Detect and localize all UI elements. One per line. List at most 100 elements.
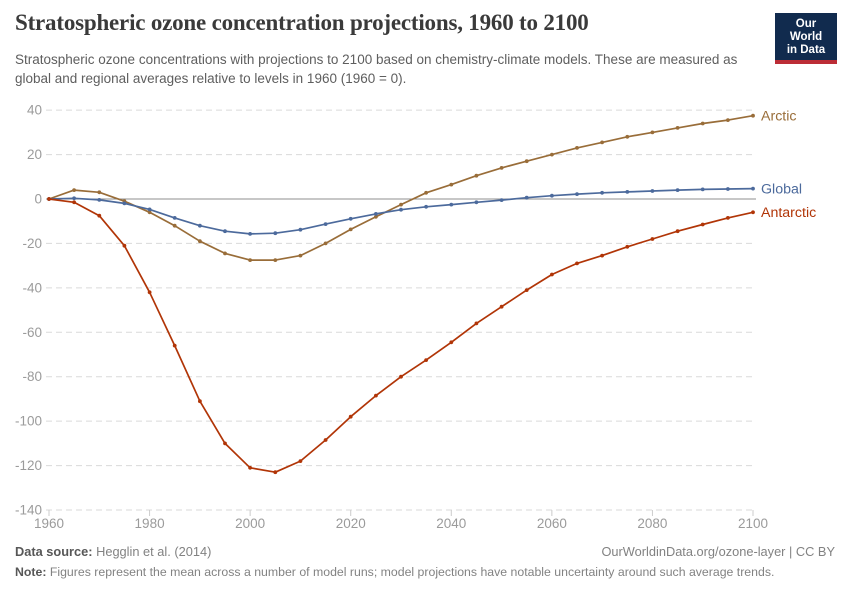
series-point-antarctic (399, 374, 403, 379)
series-point-arctic (650, 130, 655, 135)
series-line-antarctic (48, 198, 754, 474)
footer-note: Note: Figures represent the mean across … (15, 565, 835, 579)
series-point-antarctic (223, 441, 227, 446)
series-point-global (449, 202, 454, 207)
series-point-arctic (223, 251, 227, 256)
series-point-arctic (499, 166, 504, 170)
series-point-antarctic (348, 414, 353, 419)
series-point-arctic (449, 182, 454, 187)
series-point-arctic (726, 118, 730, 122)
owid-logo-line1: Our World (789, 18, 823, 43)
series-point-global (625, 190, 630, 194)
series-point-global (273, 231, 278, 236)
series-point-arctic (298, 253, 303, 258)
series-point-antarctic (751, 210, 755, 215)
series-point-antarctic (499, 304, 504, 309)
series-line-arctic (48, 114, 754, 261)
chart-footer: Data source: Hegglin et al. (2014) OurWo… (15, 544, 835, 579)
series-point-antarctic (600, 253, 604, 258)
y-tick-label: 0 (34, 192, 42, 207)
series-point-global (172, 216, 177, 220)
y-tick-label: -120 (15, 458, 42, 473)
owid-logo: Our World in Data (775, 13, 837, 64)
y-tick-label: -60 (22, 325, 42, 340)
series-point-antarctic (575, 261, 579, 266)
series-point-global (499, 198, 504, 203)
series-point-antarctic (323, 438, 328, 442)
series-label-arctic: Arctic (761, 108, 796, 124)
series-point-arctic (474, 173, 479, 178)
series-point-global (198, 223, 202, 228)
series-point-arctic (172, 223, 177, 228)
x-tick-label: 2060 (537, 516, 567, 531)
series-point-antarctic (97, 213, 102, 218)
series-point-arctic (399, 202, 403, 207)
x-tick-label: 2020 (336, 516, 366, 531)
series-point-arctic (323, 241, 328, 246)
series-point-antarctic (625, 244, 630, 249)
series-point-global (575, 192, 579, 197)
series-point-antarctic (524, 288, 529, 292)
series-point-antarctic (550, 272, 554, 277)
x-tick-label: 2000 (235, 516, 265, 531)
series-point-global (675, 188, 680, 193)
series-point-antarctic (248, 465, 253, 470)
series-point-antarctic (47, 197, 51, 201)
series-point-arctic (751, 113, 755, 118)
y-tick-label: 40 (27, 103, 42, 118)
data-source-value: Hegglin et al. (2014) (92, 544, 212, 559)
series-point-antarctic (172, 343, 177, 348)
series-point-antarctic (424, 358, 428, 362)
series-point-global (348, 216, 353, 221)
series-point-global (726, 187, 730, 191)
series-point-global (424, 204, 428, 209)
series-point-global (650, 189, 655, 193)
series-label-antarctic: Antarctic (761, 205, 816, 221)
x-tick-label: 1980 (135, 516, 165, 531)
series-point-arctic (575, 146, 579, 150)
series-point-global (122, 201, 127, 206)
data-source: Data source: Hegglin et al. (2014) (15, 544, 211, 559)
series-point-global (298, 227, 303, 232)
series-point-antarctic (147, 290, 152, 295)
series-label-global: Global (761, 181, 802, 197)
chart-subtitle: Stratospheric ozone concentrations with … (15, 52, 738, 86)
series-point-antarctic (449, 340, 454, 345)
series-point-global (147, 207, 152, 212)
series-point-arctic (424, 190, 428, 195)
series-point-global (323, 222, 328, 227)
series-point-global (248, 232, 253, 236)
x-tick-label: 2040 (436, 516, 466, 531)
y-tick-label: -40 (22, 280, 42, 295)
series-point-arctic (600, 140, 604, 145)
series-point-arctic (97, 190, 102, 195)
owid-link[interactable]: OurWorldinData.org/ozone-layer | CC BY (601, 544, 835, 559)
series-point-global (223, 229, 227, 234)
series-point-antarctic (726, 216, 730, 220)
series-point-antarctic (700, 222, 705, 227)
y-tick-label: -140 (15, 503, 42, 518)
series-point-global (97, 198, 102, 202)
series-point-arctic (348, 227, 353, 232)
series-point-global (374, 212, 378, 216)
series-point-global (72, 196, 76, 201)
footer-note-label: Note: (15, 565, 47, 579)
series-point-global (524, 195, 529, 200)
series-point-global (474, 200, 479, 205)
series-point-antarctic (650, 237, 655, 241)
series-point-arctic (675, 126, 680, 130)
series-point-arctic (524, 159, 529, 164)
x-tick-label: 2100 (738, 516, 768, 531)
series-point-antarctic (198, 399, 202, 404)
x-tick-label: 1960 (34, 516, 64, 531)
footer-note-value: Figures represent the mean across a numb… (46, 565, 775, 579)
y-tick-label: -80 (22, 369, 42, 384)
series-point-arctic (625, 134, 630, 139)
series-point-arctic (248, 258, 253, 262)
series-point-antarctic (298, 459, 303, 463)
y-tick-label: -20 (22, 236, 42, 251)
owid-logo-line2: in Data (786, 44, 826, 56)
series-point-arctic (550, 152, 554, 157)
